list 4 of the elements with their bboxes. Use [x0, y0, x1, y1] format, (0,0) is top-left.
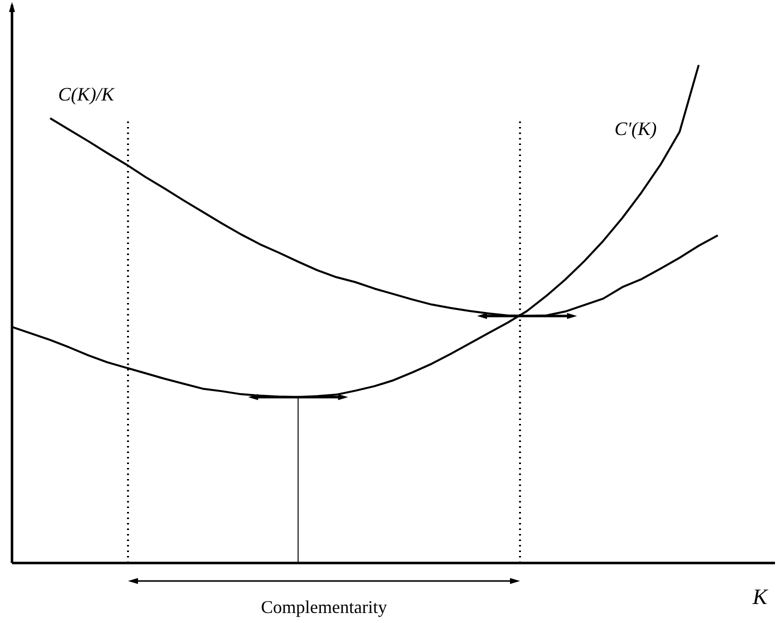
- text: Complementarity: [261, 597, 387, 617]
- series-label: C′(K): [614, 119, 657, 140]
- series-label: C(K)/K: [58, 84, 116, 106]
- x-axis-title: K: [752, 584, 769, 609]
